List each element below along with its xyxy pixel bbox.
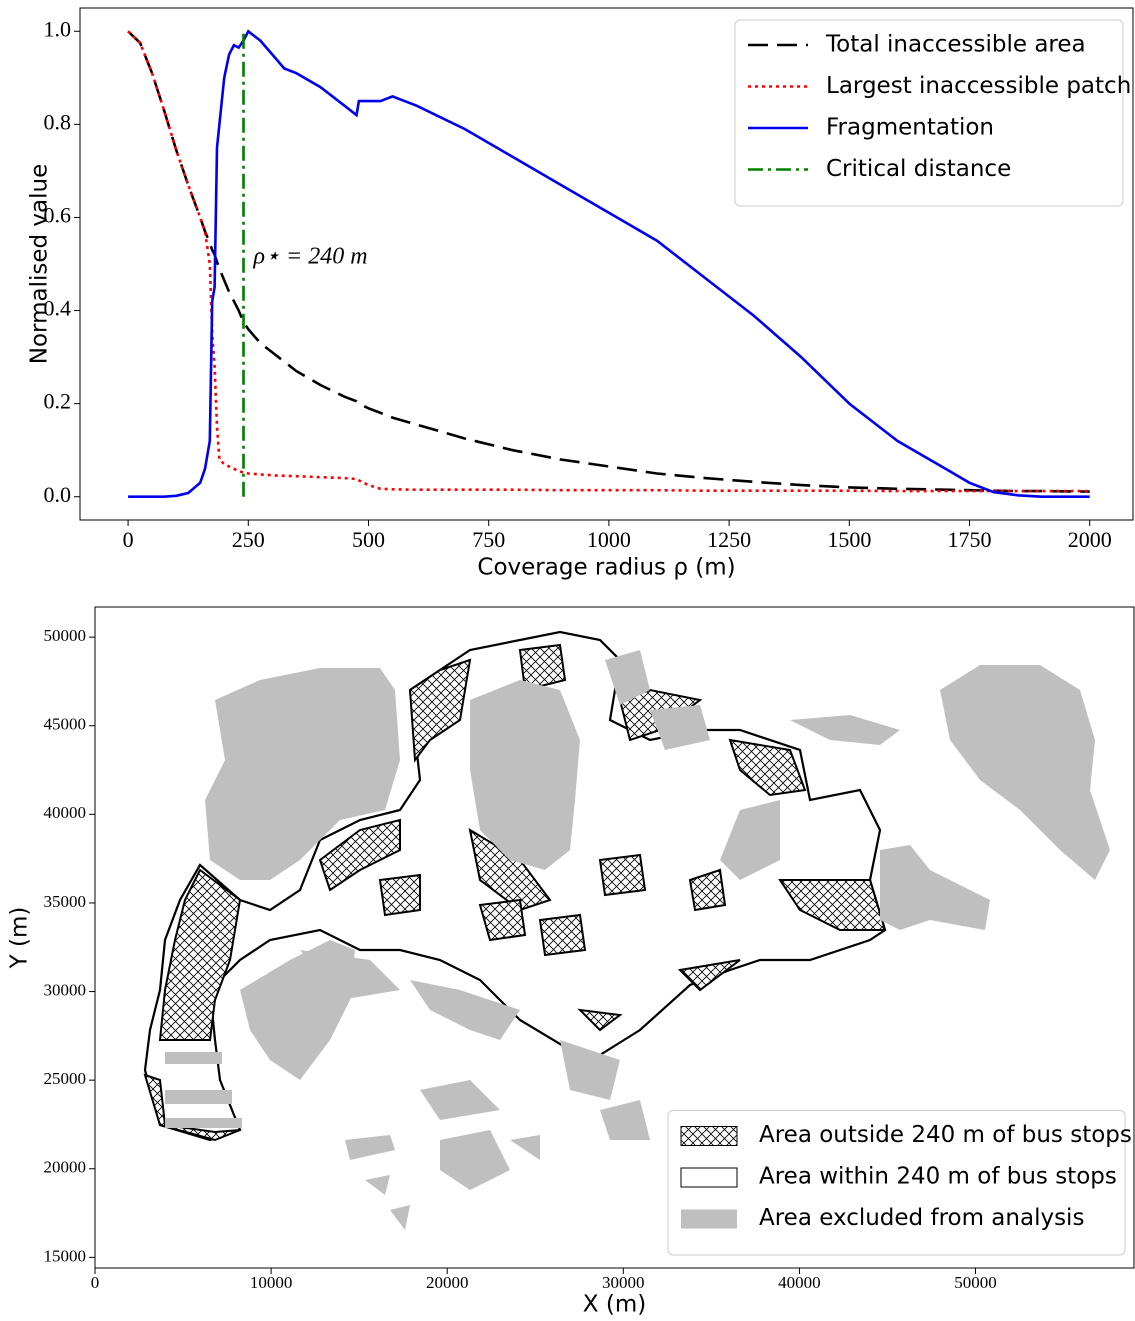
land: [600, 1100, 650, 1140]
legend-box: [667, 1110, 1126, 1256]
x-tick-label: 500: [352, 527, 385, 552]
legend-label: Critical distance: [826, 156, 1011, 182]
hatch-patch: [158, 868, 242, 1041]
plot-frame: [94, 606, 1135, 1269]
x-tick-label: 1500: [827, 527, 871, 552]
map: [143, 630, 1110, 1230]
land: [470, 680, 580, 870]
y-tick-label: 20000: [44, 1158, 87, 1177]
hatch-patch: [318, 818, 401, 892]
x-tick-label: 2000: [1068, 527, 1112, 552]
y-tick-label: 0.6: [44, 203, 72, 228]
land: [440, 1130, 510, 1190]
land: [410, 980, 520, 1040]
hatch-patch: [518, 643, 567, 692]
land: [790, 715, 900, 745]
land: [390, 1205, 410, 1230]
uncovered-areas: [143, 643, 887, 1142]
y-tick-label: 30000: [44, 980, 87, 999]
land: [720, 800, 780, 880]
land: [420, 1080, 500, 1120]
excluded-areas: [165, 650, 1110, 1230]
y-tick-label: 0.2: [44, 389, 72, 414]
land: [165, 1052, 242, 1128]
x-tick-label: 750: [472, 527, 505, 552]
x-tick-label: 40000: [778, 1273, 821, 1292]
y-axis-label: Y (m): [7, 907, 33, 970]
land: [300, 950, 400, 1000]
legend-label: Total inaccessible area: [825, 32, 1086, 58]
legend-swatch: [681, 1209, 737, 1229]
series-line: [128, 29, 1090, 498]
hatch-patch: [598, 853, 647, 897]
y-tick-label: 1.0: [44, 16, 72, 41]
x-tick-label: 0: [91, 1273, 100, 1292]
x-tick-label: 1250: [707, 527, 751, 552]
legend-label: Largest inaccessible patch: [826, 73, 1131, 99]
series-line: [127, 30, 1090, 493]
land: [510, 1135, 540, 1160]
x-tick-label: 10000: [250, 1273, 293, 1292]
land: [940, 665, 1110, 880]
land: [345, 1135, 395, 1160]
y-tick-label: 35000: [44, 892, 87, 911]
hatch-patch: [538, 913, 587, 957]
y-axis-label: Normalised value: [27, 164, 53, 364]
land: [560, 1040, 620, 1100]
legend-label: Area excluded from analysis: [759, 1205, 1084, 1231]
x-tick-label: 1750: [948, 527, 992, 552]
x-tick-label: 250: [232, 527, 265, 552]
x-axis-label: Coverage radius ρ (m): [477, 555, 735, 581]
series-line: [127, 30, 1090, 493]
hatch-patch: [408, 658, 472, 763]
x-axis-label: X (m): [583, 1292, 646, 1318]
plot-frame: [79, 7, 1134, 521]
hatch-patch: [728, 738, 807, 797]
legend-box: [734, 19, 1124, 207]
hatch-patch: [778, 879, 887, 931]
land: [650, 705, 710, 750]
x-tick-label: 0: [123, 527, 134, 552]
y-tick-label: 40000: [44, 803, 87, 822]
legend-label: Area outside 240 m of bus stops: [759, 1122, 1132, 1148]
legend-swatch: [680, 1126, 738, 1146]
land: [205, 668, 400, 880]
y-tick-label: 0.8: [44, 109, 72, 134]
hatch-patch: [378, 873, 421, 917]
y-tick-label: 25000: [44, 1069, 87, 1088]
land: [365, 1175, 390, 1195]
x-tick-label: 1000: [587, 527, 631, 552]
hatch-patch: [677, 959, 741, 992]
land: [880, 845, 990, 930]
y-tick-label: 0.4: [44, 296, 72, 321]
legend-label: Fragmentation: [826, 115, 994, 141]
x-tick-label: 30000: [602, 1273, 645, 1292]
land: [605, 650, 650, 705]
y-tick-label: 0.0: [44, 482, 72, 507]
hatch-patch: [688, 868, 727, 912]
legend-label: Area within 240 m of bus stops: [759, 1164, 1117, 1190]
hatch-patch: [478, 898, 527, 942]
y-tick-label: 15000: [44, 1246, 87, 1265]
hatch-patch: [577, 1008, 623, 1032]
y-tick-label: 50000: [44, 626, 87, 645]
x-tick-label: 20000: [426, 1273, 469, 1292]
legend-swatch: [680, 1167, 738, 1188]
y-tick-label: 45000: [44, 715, 87, 734]
annotation: ρ⋆ = 240 m: [252, 244, 367, 270]
x-tick-label: 50000: [954, 1273, 997, 1292]
